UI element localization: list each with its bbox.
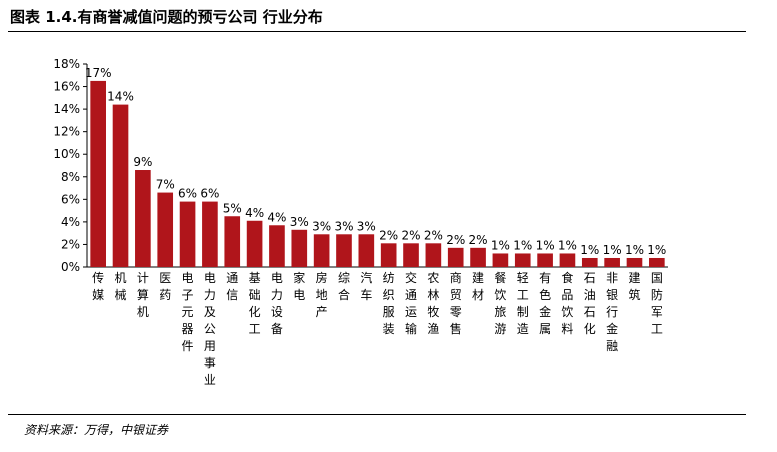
bar xyxy=(224,216,241,267)
category-labels: 传媒机械计算机医药电子元器件电力及公用事业通信基础化工电力设备家电房地产综合汽车… xyxy=(92,270,663,387)
category-label: 房地产 xyxy=(316,270,328,319)
y-tick-label: 10% xyxy=(53,147,80,161)
category-label: 汽车 xyxy=(360,270,372,302)
bar xyxy=(537,253,553,267)
category-label: 综合 xyxy=(338,271,350,302)
data-label: 3% xyxy=(334,219,353,233)
data-label: 5% xyxy=(223,201,242,215)
data-label: 3% xyxy=(312,219,331,233)
data-label: 3% xyxy=(290,215,309,229)
bar xyxy=(492,253,509,267)
top-rule xyxy=(8,31,746,32)
category-label: 有色金属 xyxy=(539,271,551,336)
y-tick-label: 0% xyxy=(61,260,80,274)
data-label: 1% xyxy=(625,243,644,257)
data-label: 6% xyxy=(200,187,219,201)
bar xyxy=(179,201,196,267)
category-label: 基础化工 xyxy=(249,271,261,336)
bar xyxy=(380,243,397,267)
bar xyxy=(447,247,464,267)
bar xyxy=(649,257,665,267)
bar xyxy=(135,170,151,267)
category-label: 计算机 xyxy=(137,271,149,319)
data-label: 6% xyxy=(178,187,197,201)
category-label: 传媒 xyxy=(92,270,104,302)
y-tick-label: 6% xyxy=(61,192,80,206)
data-label: 1% xyxy=(491,238,510,252)
data-label: 7% xyxy=(156,178,175,192)
bar xyxy=(336,234,352,267)
y-tick-label: 16% xyxy=(53,80,80,94)
bar xyxy=(403,243,419,267)
category-label: 交通运输 xyxy=(405,270,417,336)
bar xyxy=(514,253,531,267)
category-label: 国防军工 xyxy=(651,271,663,336)
category-label: 电子元器件 xyxy=(182,271,194,353)
category-label: 电力及公用事业 xyxy=(204,271,216,387)
data-label: 2% xyxy=(469,233,488,247)
bar xyxy=(581,257,598,267)
y-tick-label: 2% xyxy=(61,237,80,251)
bar xyxy=(470,247,486,267)
source-note: 资料来源：万得，中银证券 xyxy=(24,423,169,437)
category-label: 家电 xyxy=(293,270,305,302)
data-label: 1% xyxy=(603,243,622,257)
category-label: 石油石化 xyxy=(584,271,596,336)
data-label: 9% xyxy=(133,155,152,169)
category-label: 医药 xyxy=(159,271,171,302)
y-tick-label: 4% xyxy=(61,215,80,229)
data-label: 14% xyxy=(107,90,134,104)
bar xyxy=(626,257,643,267)
data-label: 2% xyxy=(424,228,443,242)
bar xyxy=(291,229,308,267)
data-label: 3% xyxy=(357,219,376,233)
bar-chart: 0%2%4%6%8%10%12%14%16%18% 17%14%9%7%6% 6%… xyxy=(53,57,668,387)
bar xyxy=(157,192,174,267)
category-label: 餐饮旅游 xyxy=(494,270,506,336)
data-label: 1% xyxy=(513,238,532,252)
data-label: 2% xyxy=(379,228,398,242)
category-label: 食品饮料 xyxy=(561,270,573,336)
data-label: 1% xyxy=(558,238,577,252)
bar xyxy=(246,220,263,267)
data-labels: 17%14%9%7%6% 6%5% 4% 4% 3% 3% 3% 3%2% 2% 2% 2% 2% 1%… xyxy=(85,66,667,257)
bar xyxy=(425,243,442,267)
category-label: 建筑 xyxy=(628,271,640,302)
bar xyxy=(313,234,330,267)
category-label: 机械 xyxy=(115,271,127,302)
data-label: 17% xyxy=(85,66,112,80)
data-label: 4% xyxy=(245,206,264,220)
category-label: 农林牧渔 xyxy=(427,271,439,336)
bar xyxy=(202,201,218,267)
category-label: 纺织服装 xyxy=(383,271,395,336)
y-tick-label: 18% xyxy=(53,57,80,71)
data-label: 2% xyxy=(446,233,465,247)
category-label: 轻工制造 xyxy=(517,271,529,336)
data-label: 1% xyxy=(580,243,599,257)
bars xyxy=(90,80,665,268)
bar xyxy=(112,104,129,267)
bar xyxy=(358,234,375,267)
bottom-rule xyxy=(8,414,746,415)
y-tick-label: 12% xyxy=(53,125,80,139)
y-axis: 0% 2% 4% 6% 8% 10% 12% 14% 16% 18% xyxy=(53,57,668,274)
y-tick-label: 8% xyxy=(61,170,80,184)
bar xyxy=(90,80,106,268)
chart-title: 图表 1.4.有商誉减值问题的预亏公司 行业分布 xyxy=(10,8,323,26)
data-label: 4% xyxy=(267,210,286,224)
data-label: 1% xyxy=(536,238,555,252)
category-label: 非银行金融 xyxy=(606,271,618,353)
category-label: 电力设备 xyxy=(271,271,283,336)
data-label: 2% xyxy=(401,228,420,242)
bar xyxy=(559,253,576,267)
bar xyxy=(604,257,620,267)
category-label: 建材 xyxy=(472,271,484,302)
bar xyxy=(269,225,285,267)
data-label: 1% xyxy=(647,243,666,257)
category-label: 商贸零售 xyxy=(450,270,462,336)
category-label: 通信 xyxy=(226,271,238,302)
y-tick-label: 14% xyxy=(53,102,80,116)
